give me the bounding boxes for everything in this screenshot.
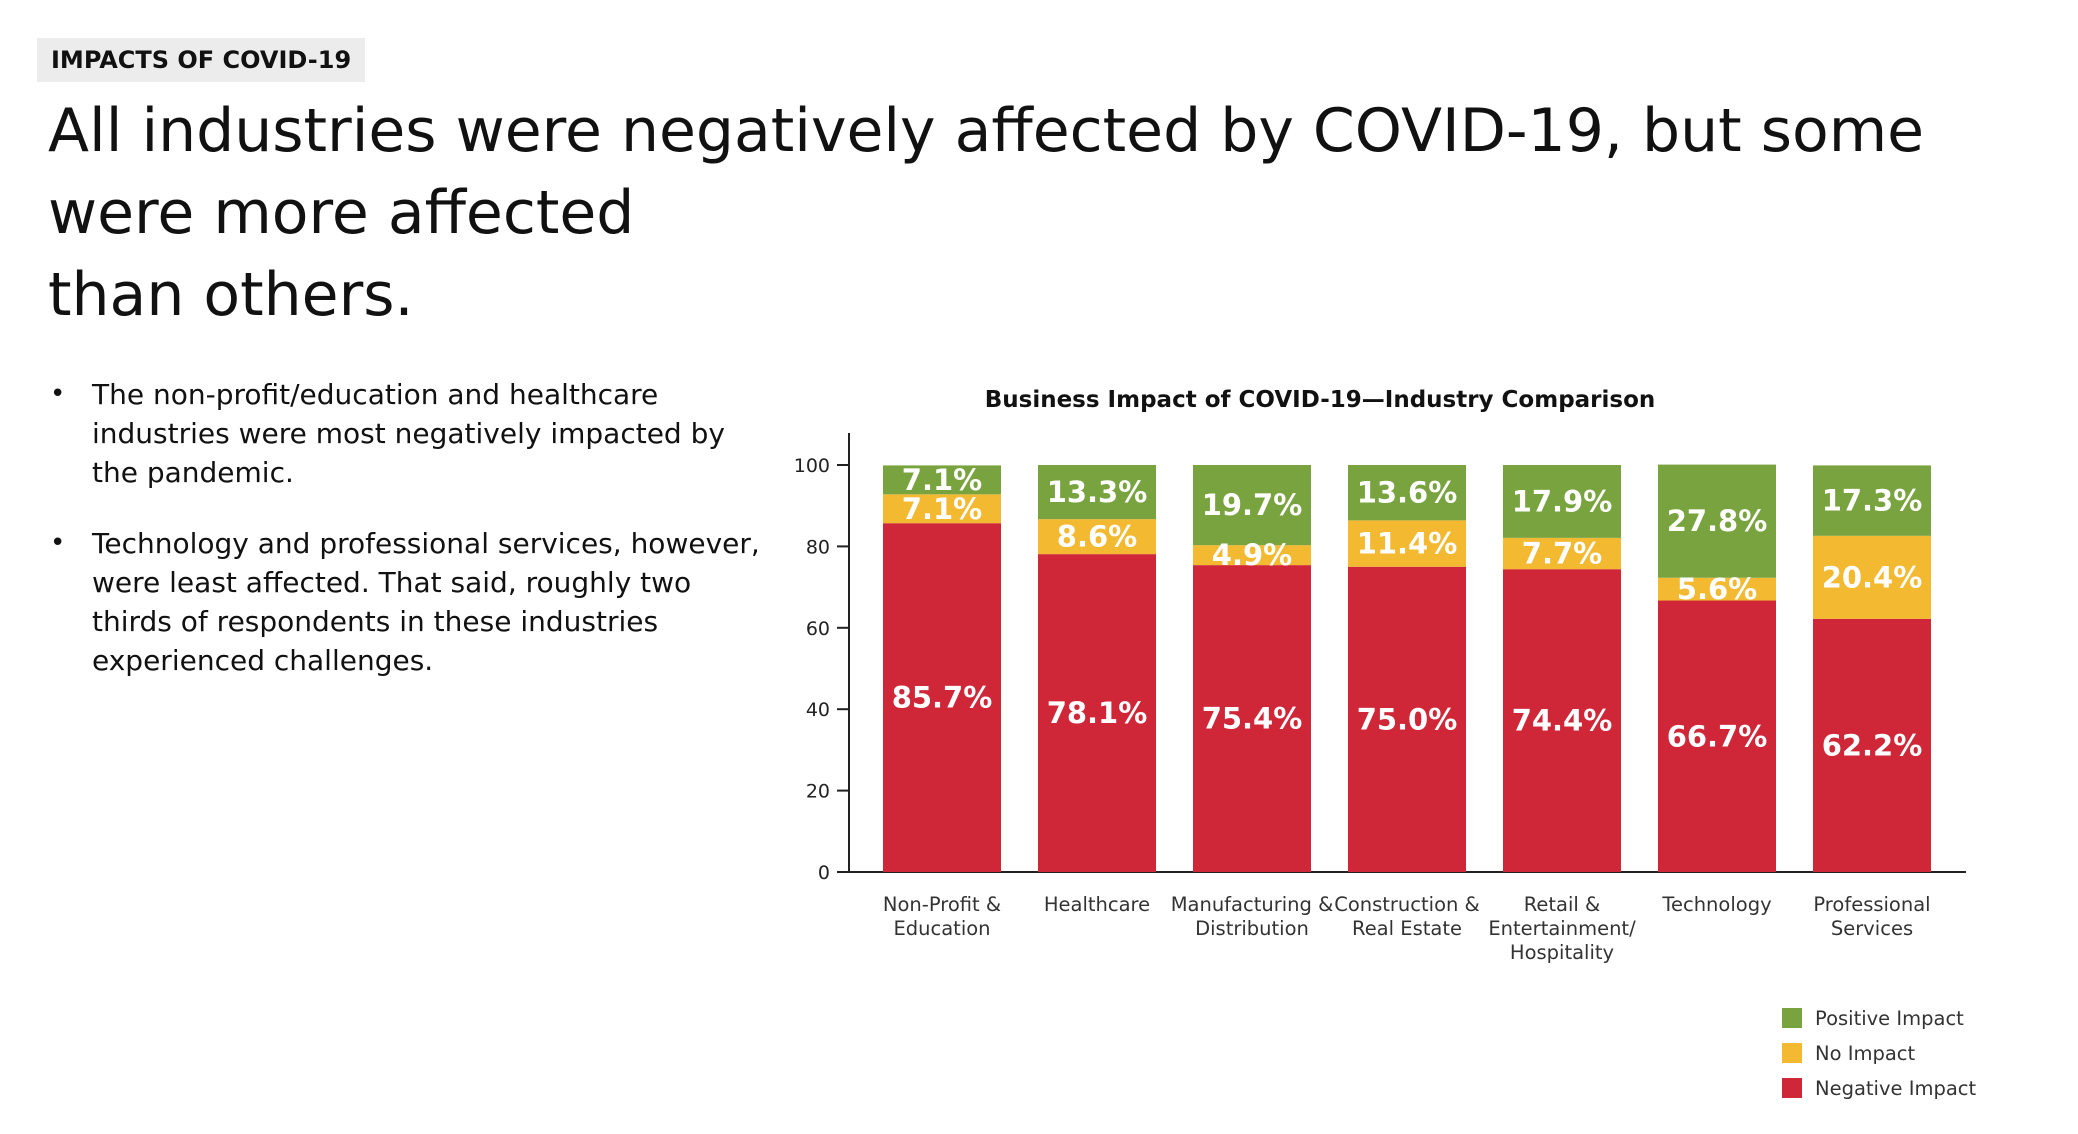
bar-segment-positive-impact bbox=[1658, 464, 1776, 578]
bullet-line: experienced challenges. bbox=[92, 644, 434, 677]
bar-segment-negative-impact bbox=[1503, 569, 1621, 872]
x-category-label: Non-Profit & bbox=[883, 893, 1001, 916]
y-tick-label: 20 bbox=[806, 781, 830, 803]
bullet-line: the pandemic. bbox=[92, 456, 294, 489]
bar-segment-no-impact bbox=[883, 494, 1001, 524]
chart-data-labels: 85.7% 7.1%7.1% 78.1% 8.6% 13.3% 75.4% 4.9% 19.7… bbox=[892, 463, 1923, 763]
bar-segment-negative-impact bbox=[883, 523, 1001, 872]
legend-label: No Impact bbox=[1815, 1042, 1916, 1065]
y-tick-label: 60 bbox=[806, 618, 830, 640]
data-label: 13.6% bbox=[1357, 476, 1458, 510]
chart-bars bbox=[883, 464, 1931, 872]
legend-label: Positive Impact bbox=[1815, 1007, 1964, 1030]
y-tick-label: 100 bbox=[794, 455, 830, 477]
bullet-item: • The non-profit/education and healthcar… bbox=[42, 375, 762, 492]
x-category-label: Retail & bbox=[1524, 893, 1601, 916]
data-label: 7.1% bbox=[902, 463, 982, 497]
x-category-label: Education bbox=[893, 917, 990, 940]
bar-segment-no-impact bbox=[1038, 519, 1156, 555]
legend-label: Negative Impact bbox=[1815, 1077, 1977, 1100]
data-label: 17.9% bbox=[1512, 484, 1613, 518]
x-category-label: Healthcare bbox=[1044, 893, 1150, 916]
bullet-line: thirds of respondents in these industrie… bbox=[92, 605, 659, 638]
bar-segment-negative-impact bbox=[1658, 600, 1776, 872]
page-headline: All industries were negatively affected … bbox=[48, 90, 2028, 336]
data-label: 7.7% bbox=[1522, 537, 1602, 571]
bar-segment-positive-impact bbox=[1813, 465, 1931, 536]
bullet-dot-icon: • bbox=[50, 379, 66, 409]
x-category-label: Services bbox=[1831, 917, 1913, 940]
data-label: 17.3% bbox=[1822, 484, 1923, 518]
bar-segment-no-impact bbox=[1348, 520, 1466, 567]
bullet-line: industries were most negatively impacted… bbox=[92, 417, 725, 450]
bar-segment-negative-impact bbox=[1348, 566, 1466, 872]
bar-segment-positive-impact bbox=[1503, 465, 1621, 538]
y-tick-label: 80 bbox=[806, 536, 830, 558]
data-label: 13.3% bbox=[1047, 475, 1148, 509]
bullet-list: • The non-profit/education and healthcar… bbox=[42, 375, 762, 712]
data-label: 78.1% bbox=[1047, 696, 1148, 730]
bar-segment-no-impact bbox=[1658, 577, 1776, 601]
bar-segment-negative-impact bbox=[1813, 618, 1931, 872]
x-category-label: Real Estate bbox=[1352, 917, 1462, 940]
data-label: 75.0% bbox=[1357, 702, 1458, 736]
bar-segment-no-impact bbox=[1503, 537, 1621, 570]
data-label: 4.9% bbox=[1212, 538, 1292, 572]
x-category-label: Construction & bbox=[1334, 893, 1480, 916]
bar-segment-negative-impact bbox=[1038, 554, 1156, 872]
x-category-label: Distribution bbox=[1195, 917, 1309, 940]
bullet-item: • Technology and professional services, … bbox=[42, 524, 762, 680]
data-label: 20.4% bbox=[1822, 560, 1923, 594]
legend-swatch bbox=[1782, 1008, 1802, 1028]
data-label: 27.8% bbox=[1667, 504, 1768, 538]
data-label: 5.6% bbox=[1677, 572, 1757, 606]
legend-swatch bbox=[1782, 1043, 1802, 1063]
data-label: 85.7% bbox=[892, 681, 993, 715]
data-label: 19.7% bbox=[1202, 488, 1303, 522]
headline-line-1: All industries were negatively affected … bbox=[48, 96, 1925, 248]
y-tick-label: 0 bbox=[818, 862, 830, 884]
bar-segment-positive-impact bbox=[1193, 465, 1311, 546]
x-category-label: Entertainment/ bbox=[1488, 917, 1636, 940]
section-tag: IMPACTS OF COVID-19 bbox=[37, 38, 366, 82]
x-category-label: Manufacturing & bbox=[1171, 893, 1334, 916]
legend-swatch bbox=[1782, 1078, 1802, 1098]
bullet-line: were least affected. That said, roughly … bbox=[92, 566, 692, 599]
x-category-label: Hospitality bbox=[1510, 941, 1614, 964]
x-category-label: Professional bbox=[1813, 893, 1930, 916]
bar-segment-positive-impact bbox=[1348, 465, 1466, 521]
bar-segment-no-impact bbox=[1193, 545, 1311, 566]
data-label: 8.6% bbox=[1057, 520, 1137, 554]
chart-legend: Positive Impact No Impact Negative Impact bbox=[1782, 1007, 1977, 1100]
bar-segment-positive-impact bbox=[883, 465, 1001, 495]
headline-line-2: than others. bbox=[48, 260, 414, 330]
data-label: 66.7% bbox=[1667, 719, 1768, 753]
data-label: 75.4% bbox=[1202, 702, 1303, 736]
bullet-dot-icon: • bbox=[50, 528, 66, 558]
chart-title: Business Impact of COVID-19—Industry Com… bbox=[985, 387, 1656, 413]
bullet-line: Technology and professional services, ho… bbox=[92, 527, 760, 560]
y-tick-label: 40 bbox=[806, 699, 830, 721]
bar-segment-no-impact bbox=[1813, 535, 1931, 619]
data-label: 11.4% bbox=[1357, 527, 1458, 561]
bullet-line: The non-profit/education and healthcare bbox=[92, 378, 659, 411]
x-category-label: Technology bbox=[1661, 893, 1771, 916]
bar-segment-positive-impact bbox=[1038, 465, 1156, 520]
bar-segment-negative-impact bbox=[1193, 565, 1311, 872]
data-label: 74.4% bbox=[1512, 704, 1613, 738]
data-label: 62.2% bbox=[1822, 728, 1923, 762]
data-label: 7.1% bbox=[902, 492, 982, 526]
